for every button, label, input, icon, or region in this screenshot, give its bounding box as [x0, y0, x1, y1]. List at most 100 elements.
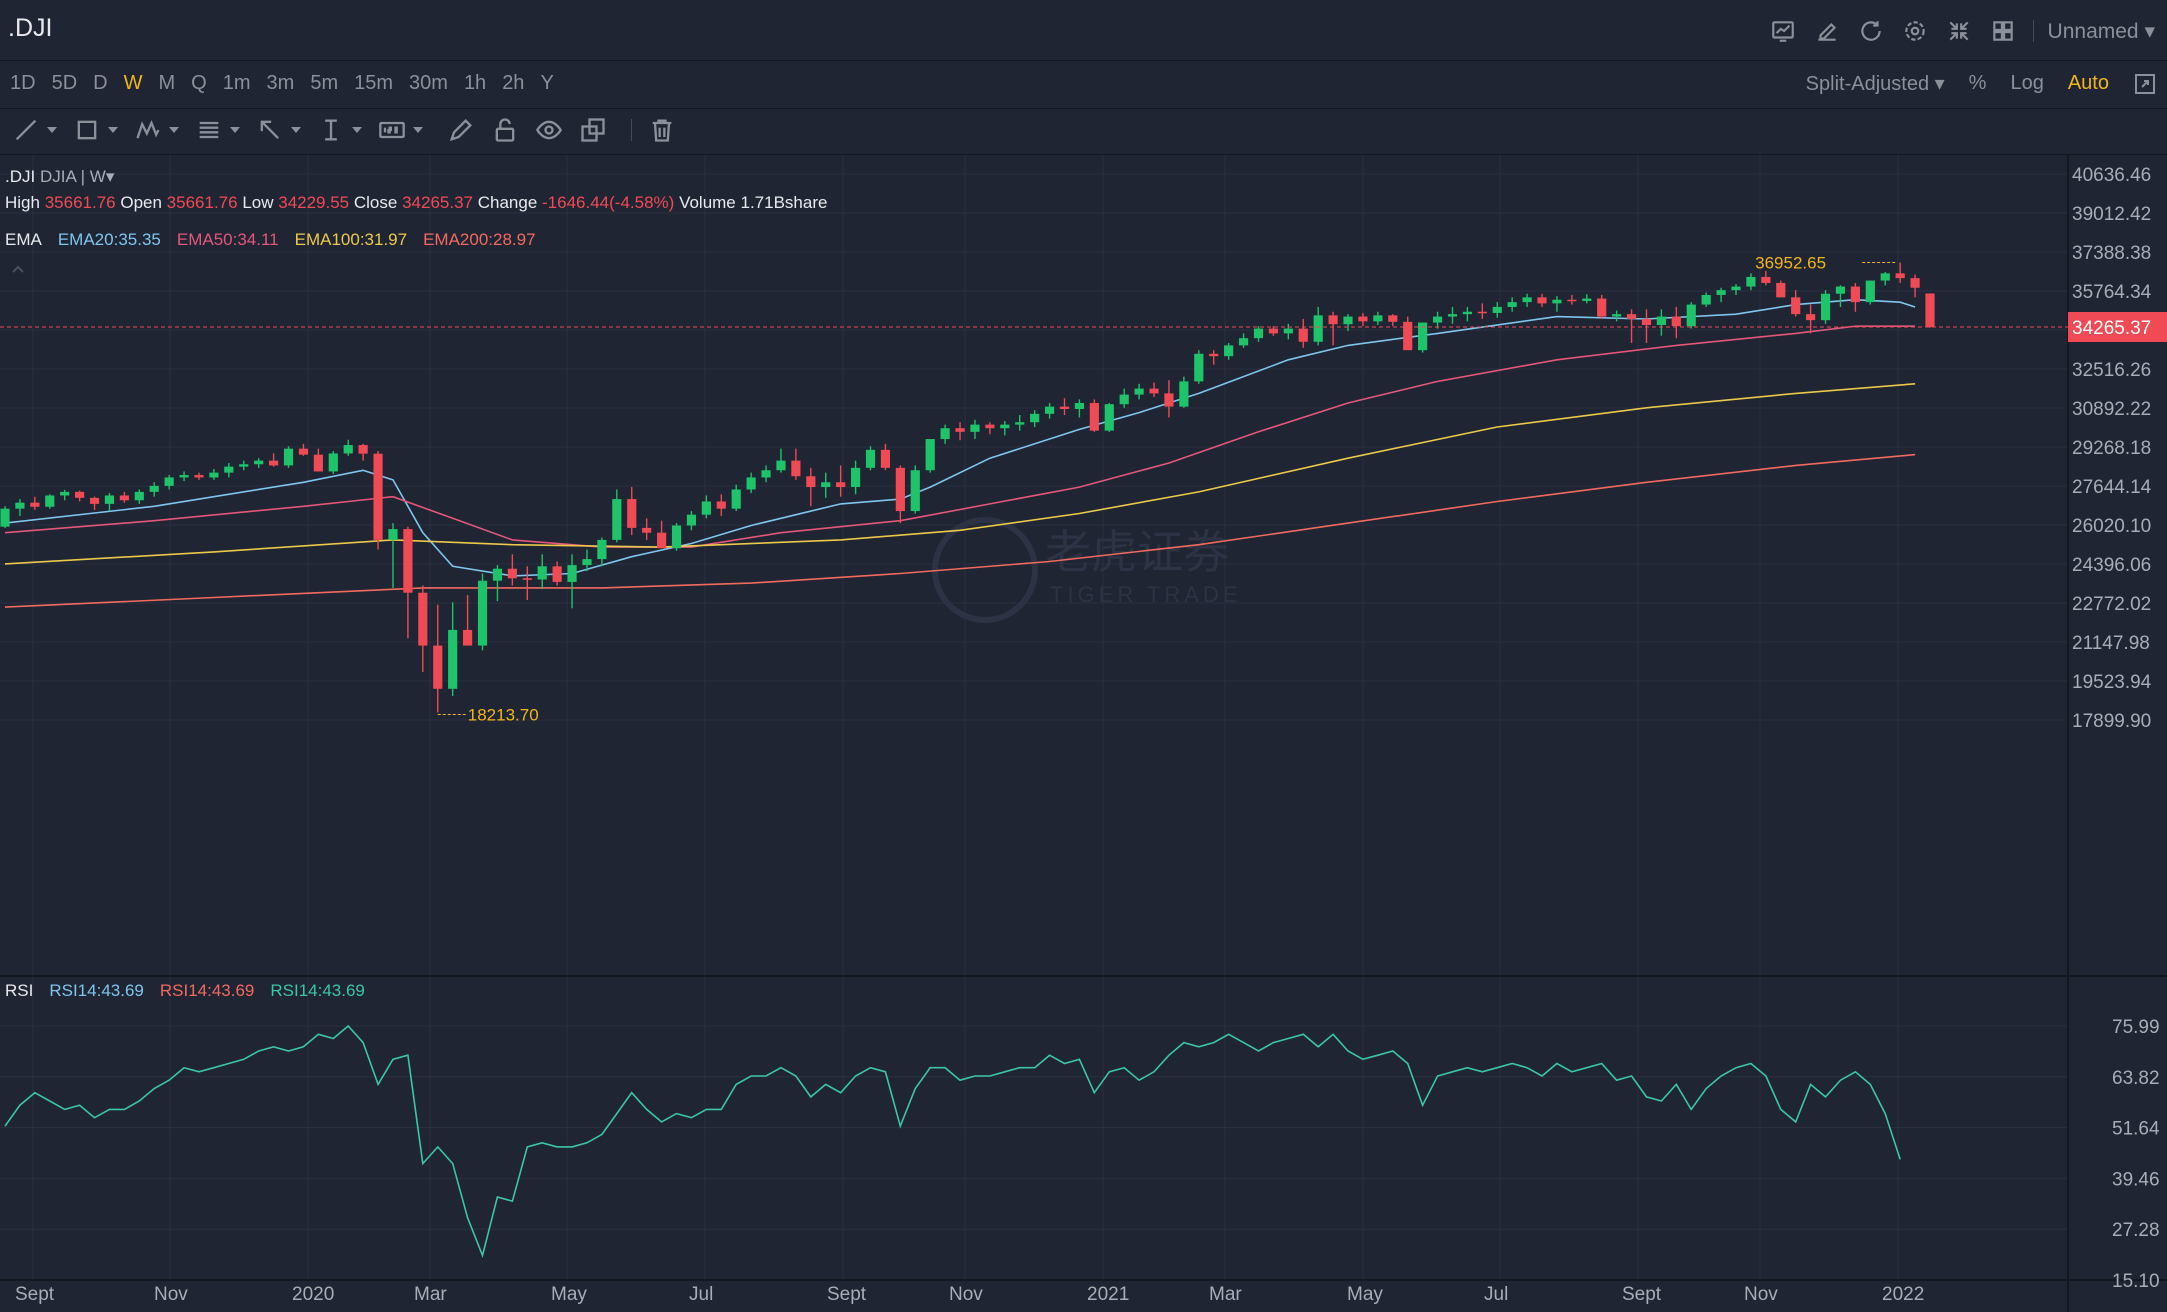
candle-body: [89, 497, 100, 504]
rsi-axis-label: 27.28: [2112, 1220, 2160, 1241]
candle-body: [0, 508, 10, 527]
ema-legend-item: EMA50:34.11: [176, 230, 279, 249]
collapse-icon[interactable]: [1937, 14, 1981, 48]
chart-icon[interactable]: [1761, 14, 1805, 48]
price-axis-label: 37388.38: [2072, 243, 2151, 264]
drawing-toolbar: [0, 109, 2167, 155]
time-axis-label: Nov: [154, 1284, 188, 1305]
candle-body: [656, 532, 667, 549]
candle-body: [970, 424, 980, 432]
pencil-icon[interactable]: [447, 116, 475, 144]
rectangle-tool-icon[interactable]: [73, 116, 118, 144]
layout-name-dropdown[interactable]: Unnamed ▾: [2047, 19, 2155, 43]
measure-tool-icon[interactable]: [317, 116, 362, 144]
candle-body: [1343, 316, 1353, 325]
divider: [631, 119, 632, 141]
log-toggle[interactable]: Log: [2010, 72, 2044, 94]
eye-icon[interactable]: [535, 116, 563, 144]
text-tool-icon[interactable]: [378, 116, 423, 144]
split-adjusted-dropdown[interactable]: Split-Adjusted ▾: [1805, 73, 1945, 95]
candle-body: [1776, 282, 1786, 298]
period-1d[interactable]: 1D: [10, 72, 36, 94]
high-label: High: [5, 193, 40, 212]
time-axis-label: Jul: [1484, 1284, 1508, 1305]
price-axis-label: 19523.94: [2072, 672, 2152, 693]
rsi-axis-label: 39.46: [2112, 1169, 2160, 1190]
open-value: 35661.76: [166, 193, 238, 212]
edit-icon[interactable]: [1805, 14, 1849, 48]
ema-legend-item: EMA200:28.97: [423, 230, 536, 249]
candle-body: [1104, 404, 1114, 431]
time-axis-label: Mar: [1209, 1284, 1242, 1305]
copy-icon[interactable]: [579, 116, 607, 144]
period-1h[interactable]: 1h: [463, 72, 487, 94]
fullscreen-icon[interactable]: [2133, 72, 2157, 96]
quote-symbol: .DJI: [5, 167, 36, 186]
collapse-legend-icon[interactable]: [8, 260, 28, 280]
period-5m[interactable]: 5m: [310, 72, 339, 94]
ema-line-ema50: [4, 325, 1916, 548]
trash-icon[interactable]: [648, 116, 676, 144]
rsi-axis-label: 63.82: [2112, 1068, 2160, 1089]
change-value: -1646.44(-4.58%): [542, 193, 675, 212]
candle-body: [269, 460, 279, 466]
candle-body: [134, 491, 144, 501]
close-value: 34265.37: [402, 193, 473, 212]
candle-body: [1582, 298, 1592, 301]
candle-body: [1865, 280, 1875, 303]
candle-body: [1925, 293, 1935, 327]
view-options: Split-Adjusted ▾ % Log Auto: [1806, 71, 2157, 96]
candle-body: [686, 514, 697, 526]
quote-name: DJIA: [39, 167, 76, 186]
period-w[interactable]: W: [123, 72, 143, 94]
candle-body: [1253, 328, 1264, 339]
candle-body: [224, 466, 234, 473]
candle-body: [1716, 290, 1726, 295]
price-axis-label: 26020.10: [2072, 516, 2151, 537]
grid-icon[interactable]: [1981, 14, 2025, 48]
time-axis-label: Sept: [1622, 1284, 1662, 1305]
rsi-label: RSI: [5, 981, 34, 1000]
period-15m[interactable]: 15m: [354, 72, 394, 94]
candle-body: [1507, 302, 1517, 307]
period-1m[interactable]: 1m: [222, 72, 251, 94]
price-axis-label: 22772.02: [2072, 594, 2151, 615]
period-30m[interactable]: 30m: [409, 72, 448, 94]
period-3m[interactable]: 3m: [266, 72, 295, 94]
percent-toggle[interactable]: %: [1968, 72, 1987, 94]
rsi-legend-item: RSI14:43.69: [49, 981, 144, 1000]
time-axis-label: Sept: [15, 1284, 55, 1305]
candle-body: [1746, 276, 1756, 287]
pattern-tool-icon[interactable]: [134, 116, 179, 144]
candle-body: [522, 578, 532, 580]
candle-body: [1089, 403, 1099, 431]
candle-body: [1731, 286, 1741, 291]
line-tool-icon[interactable]: [12, 116, 57, 144]
symbol-title: .DJI: [8, 14, 53, 42]
lock-icon[interactable]: [491, 116, 519, 144]
period-q[interactable]: Q: [191, 72, 207, 94]
arrow-tool-icon[interactable]: [256, 116, 301, 144]
candle-body: [1806, 314, 1816, 321]
fib-tool-icon[interactable]: [195, 116, 240, 144]
period-5d[interactable]: 5D: [51, 72, 78, 94]
period-d[interactable]: D: [93, 72, 108, 94]
symbol-info: .DJI DJIA | W▾: [5, 167, 115, 186]
candle-body: [15, 502, 25, 509]
ema-legend-item: EMA100:31.97: [294, 230, 408, 249]
period-2h[interactable]: 2h: [502, 72, 525, 94]
candle-body: [1313, 315, 1323, 342]
low-annotation: 18213.70: [468, 705, 539, 724]
period-y[interactable]: Y: [540, 72, 554, 94]
ema-line-ema100: [4, 383, 1916, 565]
period-m[interactable]: M: [158, 72, 176, 94]
candle-body: [1492, 306, 1502, 313]
settings-icon[interactable]: [1893, 14, 1937, 48]
auto-toggle[interactable]: Auto: [2067, 72, 2109, 94]
candle-body: [209, 472, 219, 478]
refresh-icon[interactable]: [1849, 14, 1893, 48]
period-caret-icon[interactable]: ▾: [105, 167, 115, 186]
candle-body: [373, 453, 383, 540]
period-list: 1D 5D D W M Q 1m 3m 5m 15m 30m 1h 2h Y: [10, 72, 570, 95]
